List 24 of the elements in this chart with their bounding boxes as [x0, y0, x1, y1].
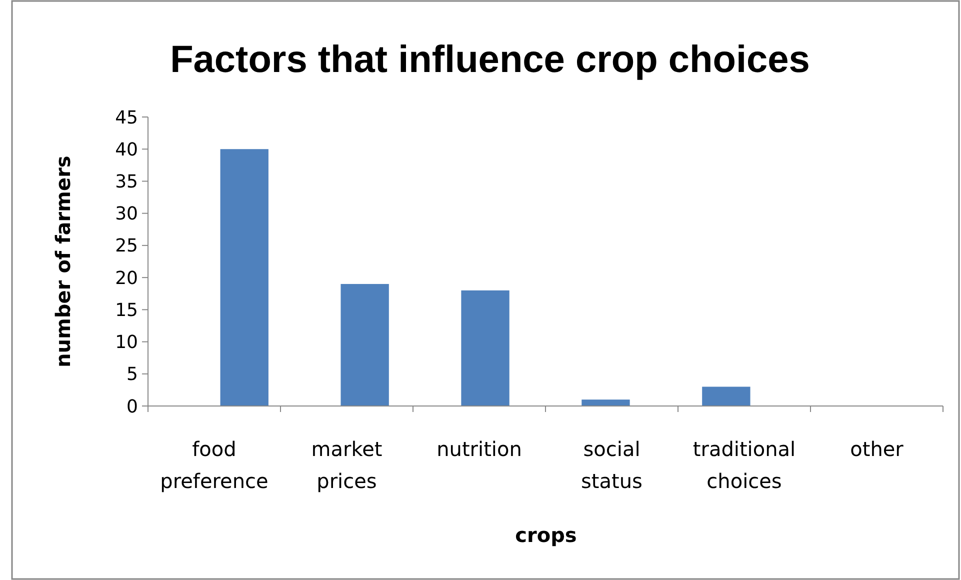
- x-tick-label: other: [850, 437, 904, 461]
- y-tick-label: 0: [126, 396, 138, 418]
- x-tick-label: nutrition: [436, 437, 522, 461]
- y-tick-label: 20: [115, 268, 138, 289]
- y-tick-label: 5: [126, 364, 138, 386]
- bar: [461, 290, 510, 406]
- x-tick-label: social status: [581, 437, 642, 493]
- chart-title: Factors that influence crop choices: [170, 39, 810, 81]
- y-tick-label: 40: [115, 139, 138, 160]
- y-tick-label: 30: [115, 204, 138, 225]
- y-tick-label: 35: [115, 172, 138, 193]
- y-tick-label: 10: [115, 332, 138, 354]
- x-tick-label: food preference: [160, 437, 268, 493]
- x-tick-label: market prices: [311, 437, 382, 493]
- x-tick-label: traditional choices: [692, 437, 796, 493]
- bar: [702, 386, 750, 406]
- bar: [220, 149, 268, 406]
- bar: [340, 284, 389, 406]
- y-axis-title: number of farmers: [51, 156, 75, 368]
- y-tick-label: 25: [115, 236, 138, 257]
- bar: [582, 400, 630, 406]
- y-tick-label: 45: [115, 107, 138, 128]
- y-tick-label: 15: [115, 300, 138, 321]
- x-axis-title: crops: [515, 523, 577, 547]
